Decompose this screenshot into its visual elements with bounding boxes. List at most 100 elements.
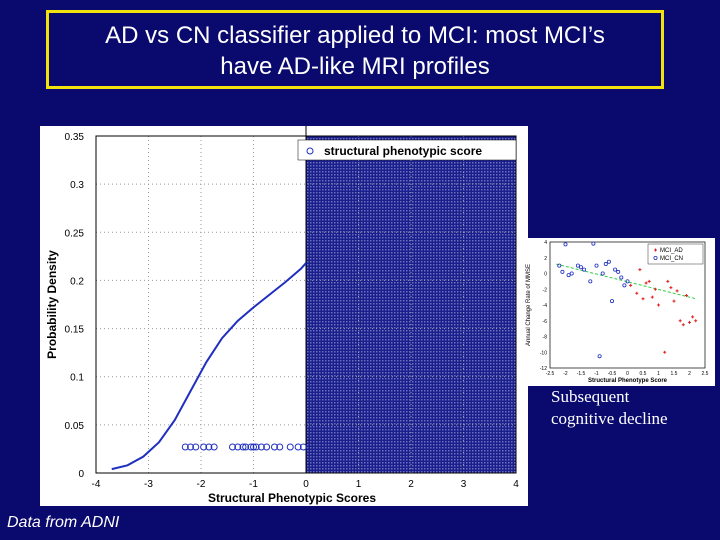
data-point bbox=[603, 262, 608, 267]
scatter-chart: -2.5 -2 -1.5 -1 -0.5 0 0.5 1 1.5 2 2.5 4 2 0 -2 -4 -6 -8 -… bbox=[520, 238, 715, 386]
x-tick-label: 0 bbox=[626, 371, 629, 377]
x-tick-label: -1.5 bbox=[577, 371, 586, 377]
source-note: Data from ADNI bbox=[7, 514, 120, 531]
data-point bbox=[294, 443, 302, 451]
slide-title: AD vs CN classifier applied to MCI: most… bbox=[46, 10, 664, 89]
y-tick-label: 0.25 bbox=[65, 228, 85, 239]
data-point bbox=[644, 281, 648, 285]
density-chart: -4 -3 -2 -1 0 1 2 3 4 0 0.05 0.1 0.15 0.2 0.25 0.3 0.35 s… bbox=[40, 126, 528, 506]
y-tick-label: 0.2 bbox=[70, 276, 84, 287]
y-tick-label: -4 bbox=[543, 303, 548, 309]
data-point bbox=[234, 443, 242, 451]
data-point bbox=[684, 294, 688, 298]
data-point bbox=[582, 267, 587, 272]
slide-title-line1: AD vs CN classifier applied to MCI: most… bbox=[105, 22, 605, 49]
x-tick-label: -1 bbox=[249, 479, 258, 490]
data-point bbox=[694, 319, 698, 323]
data-point bbox=[672, 299, 676, 303]
data-point bbox=[252, 443, 260, 451]
plot-frame bbox=[549, 241, 706, 369]
data-point bbox=[560, 269, 565, 274]
data-point bbox=[675, 289, 679, 293]
data-point bbox=[622, 283, 627, 288]
x-tick-label: 4 bbox=[513, 479, 519, 490]
data-point bbox=[192, 443, 200, 451]
data-point bbox=[257, 443, 265, 451]
y-tick-label: -12 bbox=[540, 366, 547, 372]
x-tick-label: -1 bbox=[594, 371, 599, 377]
data-point bbox=[650, 295, 654, 299]
x-tick-label: 1 bbox=[356, 479, 362, 490]
y-tick-label: -8 bbox=[543, 335, 548, 341]
data-point bbox=[619, 275, 624, 280]
data-point bbox=[625, 279, 630, 284]
legend-label: structural phenotypic score bbox=[324, 144, 482, 158]
data-point bbox=[647, 279, 651, 283]
legend-marker bbox=[306, 147, 314, 155]
x-tick-label: 2.5 bbox=[702, 371, 709, 377]
y-tick-label: -6 bbox=[543, 319, 548, 325]
data-point bbox=[610, 299, 615, 304]
data-point bbox=[579, 265, 584, 270]
data-point bbox=[600, 271, 605, 276]
legend-box bbox=[647, 243, 704, 265]
x-axis-label: Structural Phenotype Score bbox=[588, 378, 668, 384]
data-point bbox=[187, 443, 194, 451]
data-point bbox=[263, 443, 271, 451]
x-tick-label: 0 bbox=[303, 479, 309, 490]
data-point bbox=[566, 273, 571, 278]
data-point bbox=[669, 286, 673, 290]
y-tick-label: -10 bbox=[540, 350, 547, 356]
x-tick-label: 0.5 bbox=[640, 371, 647, 377]
data-point bbox=[557, 263, 562, 268]
x-tick-label: -0.5 bbox=[608, 371, 617, 377]
data-point bbox=[629, 283, 633, 287]
data-point bbox=[594, 263, 599, 268]
y-tick-label: 0.3 bbox=[70, 180, 84, 191]
x-tick-label: 1.5 bbox=[671, 371, 678, 377]
data-point bbox=[635, 291, 639, 295]
data-point bbox=[653, 287, 657, 291]
data-point bbox=[638, 268, 642, 272]
x-tick-label: 2 bbox=[408, 479, 414, 490]
y-tick-label: 0 bbox=[78, 469, 84, 480]
y-tick-label: -2 bbox=[543, 287, 548, 293]
legend-label: MCI_CN bbox=[660, 256, 683, 262]
data-point bbox=[181, 443, 189, 451]
data-point bbox=[575, 263, 580, 268]
caption: Subsequent cognitive decline bbox=[551, 386, 716, 430]
caption-line1: Subsequent bbox=[551, 387, 630, 406]
data-point bbox=[250, 443, 257, 451]
data-point bbox=[205, 443, 213, 451]
density-curve bbox=[111, 262, 307, 471]
legend-label: MCI_AD bbox=[660, 248, 683, 254]
data-point bbox=[200, 443, 208, 451]
x-tick-label: 3 bbox=[461, 479, 467, 490]
data-point bbox=[691, 315, 695, 319]
y-tick-label: 0.35 bbox=[65, 132, 85, 143]
data-point bbox=[286, 443, 294, 451]
data-point bbox=[569, 271, 574, 276]
data-point bbox=[210, 443, 218, 451]
x-tick-label: -2 bbox=[197, 479, 206, 490]
legend-marker bbox=[653, 255, 658, 260]
data-point bbox=[688, 320, 691, 324]
y-tick-label: 0.15 bbox=[65, 325, 85, 336]
data-point bbox=[641, 297, 645, 301]
data-point bbox=[239, 443, 247, 451]
x-tick-label: -4 bbox=[92, 479, 101, 490]
legend-marker bbox=[654, 248, 657, 252]
data-point bbox=[597, 354, 602, 359]
x-tick-label: -2.5 bbox=[546, 371, 555, 377]
y-axis-label: Annual Change Rate of MMSE bbox=[526, 264, 532, 346]
data-point bbox=[678, 319, 682, 323]
data-point bbox=[229, 443, 236, 451]
data-point bbox=[616, 269, 621, 274]
data-point bbox=[613, 267, 618, 272]
y-tick-label: 4 bbox=[544, 240, 547, 246]
slide-title-line2: have AD-like MRI profiles bbox=[220, 53, 490, 80]
data-point bbox=[563, 242, 568, 247]
y-tick-label: 0.05 bbox=[65, 421, 85, 432]
data-point bbox=[588, 279, 593, 284]
x-tick-label: 1 bbox=[657, 371, 660, 377]
